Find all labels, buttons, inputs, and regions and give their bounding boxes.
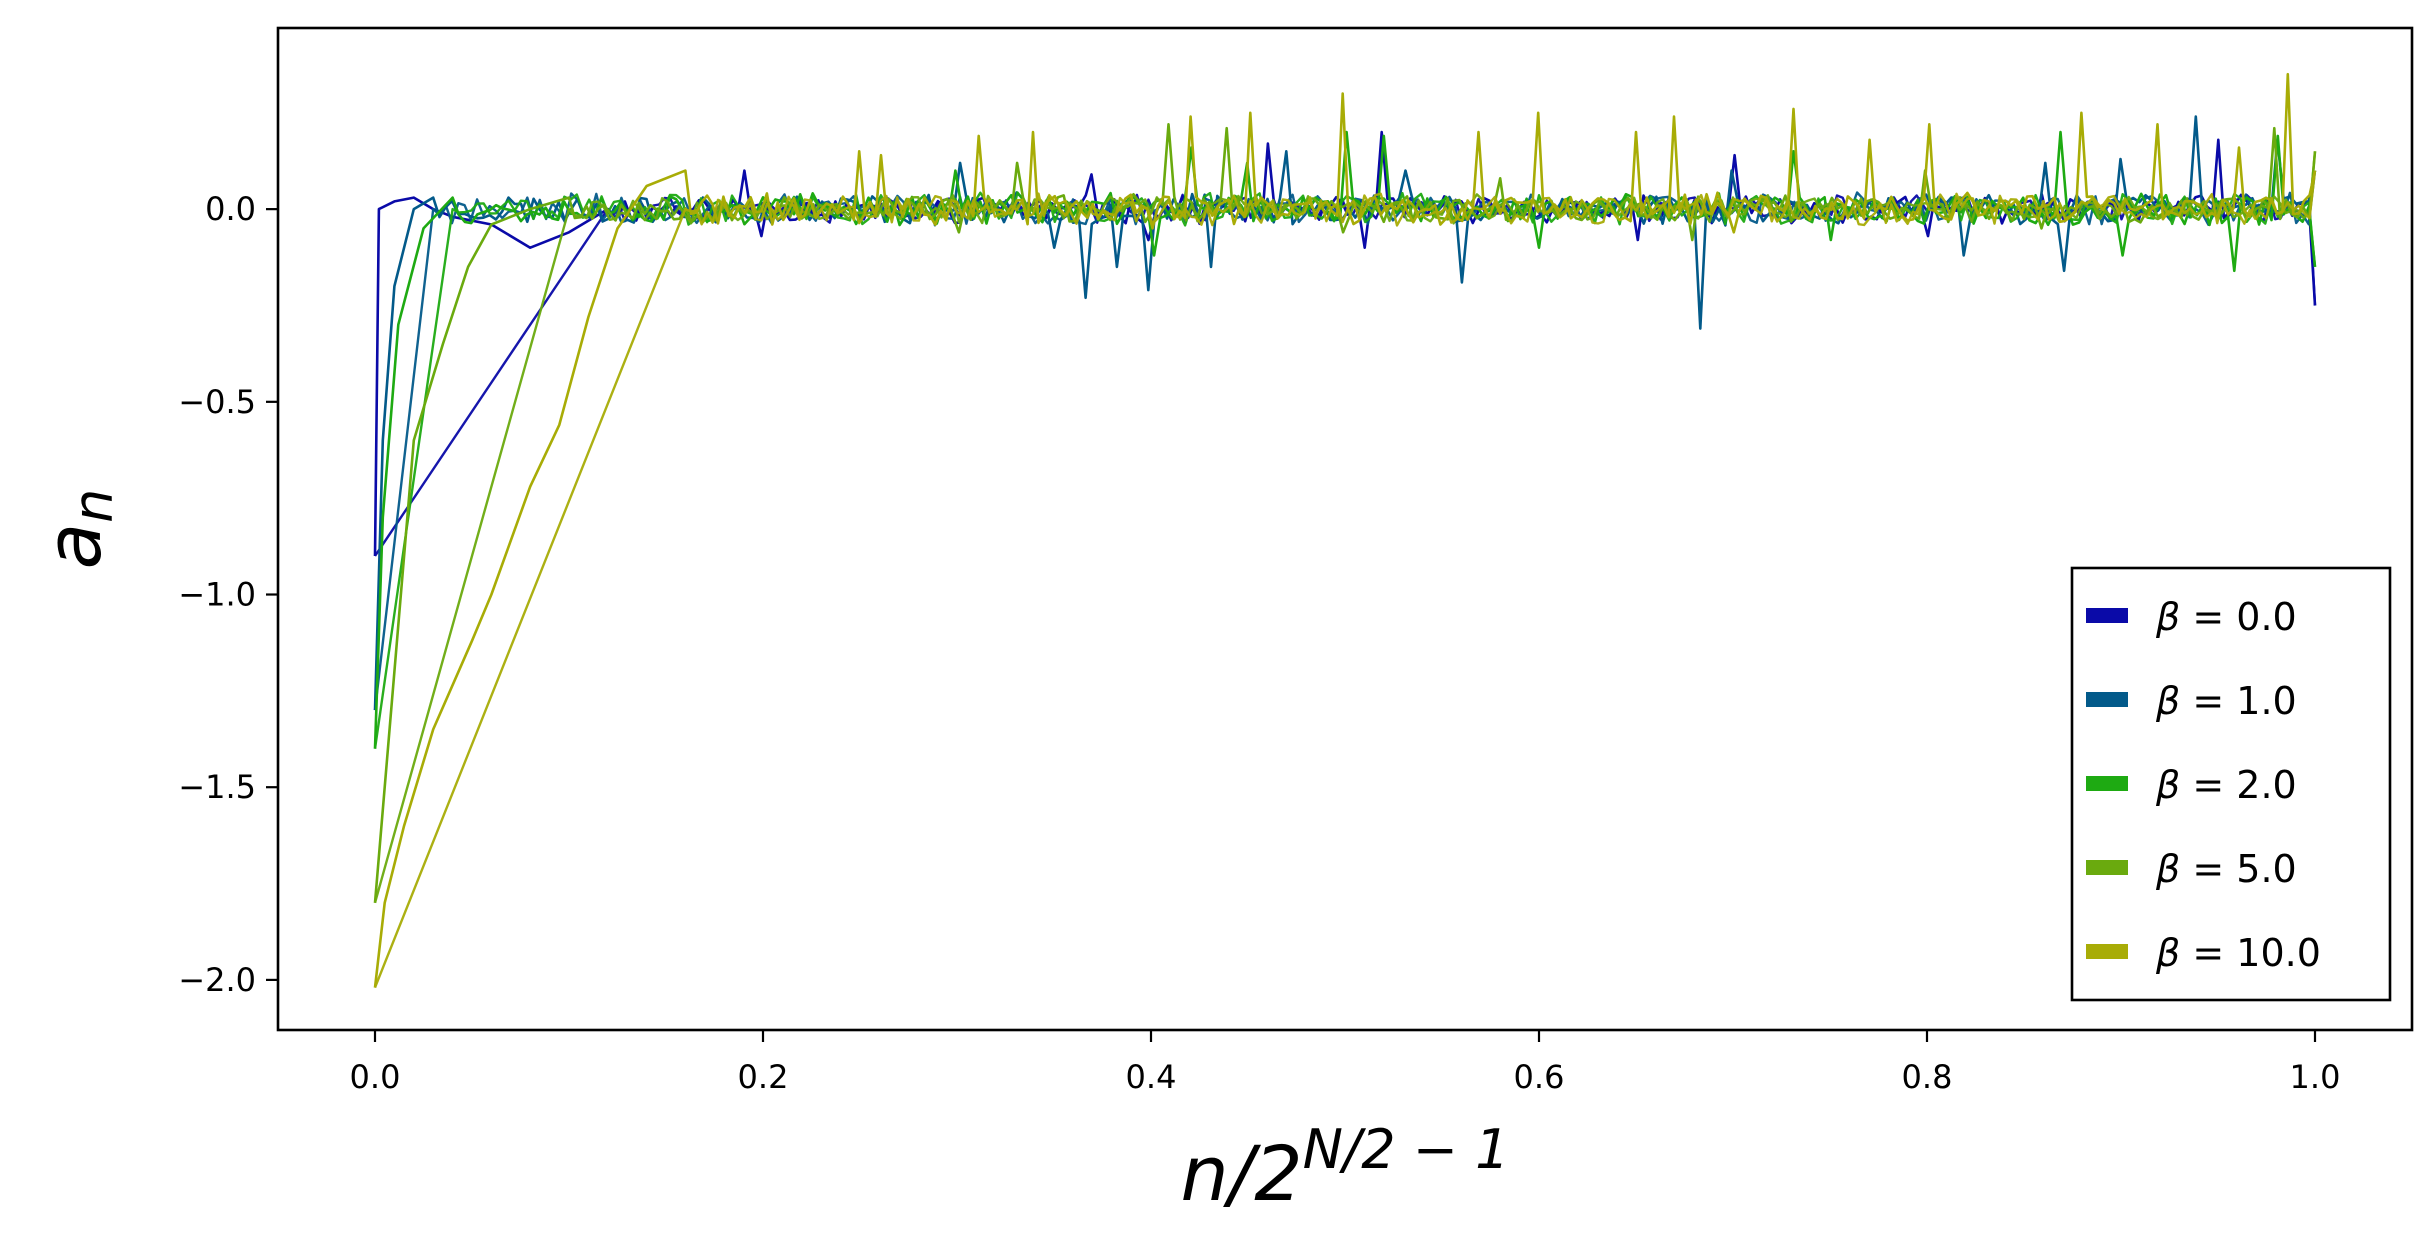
y-tick-label: −1.5 [178, 768, 256, 806]
legend-label-symbol: β [2155, 931, 2180, 975]
x-tick-label: 1.0 [2290, 1058, 2341, 1096]
y-tick-label: −2.0 [178, 961, 256, 999]
x-axis-label-base: n/2 [1180, 1129, 1302, 1218]
x-axis-label-sup: N/2 − 1 [1303, 1118, 1510, 1181]
series-layer [373, 72, 2317, 989]
plot-frame [276, 26, 2414, 1032]
legend-swatch [2086, 692, 2128, 707]
legend-label-symbol: β [2155, 679, 2180, 723]
legend-label-value: = 0.0 [2180, 595, 2296, 639]
series-line-beta-10-0-trace-2 [373, 170, 2317, 989]
y-tick-label: −1.0 [178, 576, 256, 614]
legend-label-value: = 2.0 [2180, 763, 2296, 807]
y-tick-label: −0.5 [178, 383, 256, 421]
legend-swatch [2086, 608, 2128, 623]
legend-label: β = 1.0 [2155, 679, 2297, 723]
legend-swatch [2086, 860, 2128, 875]
legend-label-value: = 5.0 [2180, 847, 2296, 891]
y-axis-label: an [29, 489, 125, 570]
ticks-layer: 0.0 0.2 0.4 0.6 0.8 1.0 0.0 −0.5 −1.0 −1.5 −2.0 [178, 190, 2340, 1096]
x-tick-label: 0.6 [1514, 1058, 1565, 1096]
legend-label: β = 2.0 [2155, 763, 2297, 807]
legend-swatch [2086, 944, 2128, 959]
legend-label-symbol: β [2155, 847, 2180, 891]
legend-label: β = 10.0 [2155, 931, 2321, 975]
x-tick-label: 0.2 [738, 1058, 789, 1096]
legend: β = 0.0β = 1.0β = 2.0β = 5.0β = 10.0 [2070, 566, 2392, 1002]
x-axis-label: n/2N/2 − 1 [1180, 1118, 1509, 1218]
legend-label-symbol: β [2155, 595, 2180, 639]
y-tick-label: 0.0 [205, 190, 256, 228]
legend-label: β = 5.0 [2155, 847, 2297, 891]
legend-label: β = 0.0 [2155, 595, 2297, 639]
legend-swatch [2086, 776, 2128, 791]
x-tick-label: 0.4 [1126, 1058, 1177, 1096]
x-tick-label: 0.0 [350, 1058, 401, 1096]
legend-label-symbol: β [2155, 763, 2180, 807]
legend-label-value: = 10.0 [2180, 931, 2321, 975]
legend-label-value: = 1.0 [2180, 679, 2296, 723]
x-tick-label: 0.8 [1902, 1058, 1953, 1096]
y-axis-label-base: a [29, 523, 118, 570]
y-axis-label-sub: n [62, 489, 125, 523]
series-line-beta-5-0 [373, 123, 2317, 903]
